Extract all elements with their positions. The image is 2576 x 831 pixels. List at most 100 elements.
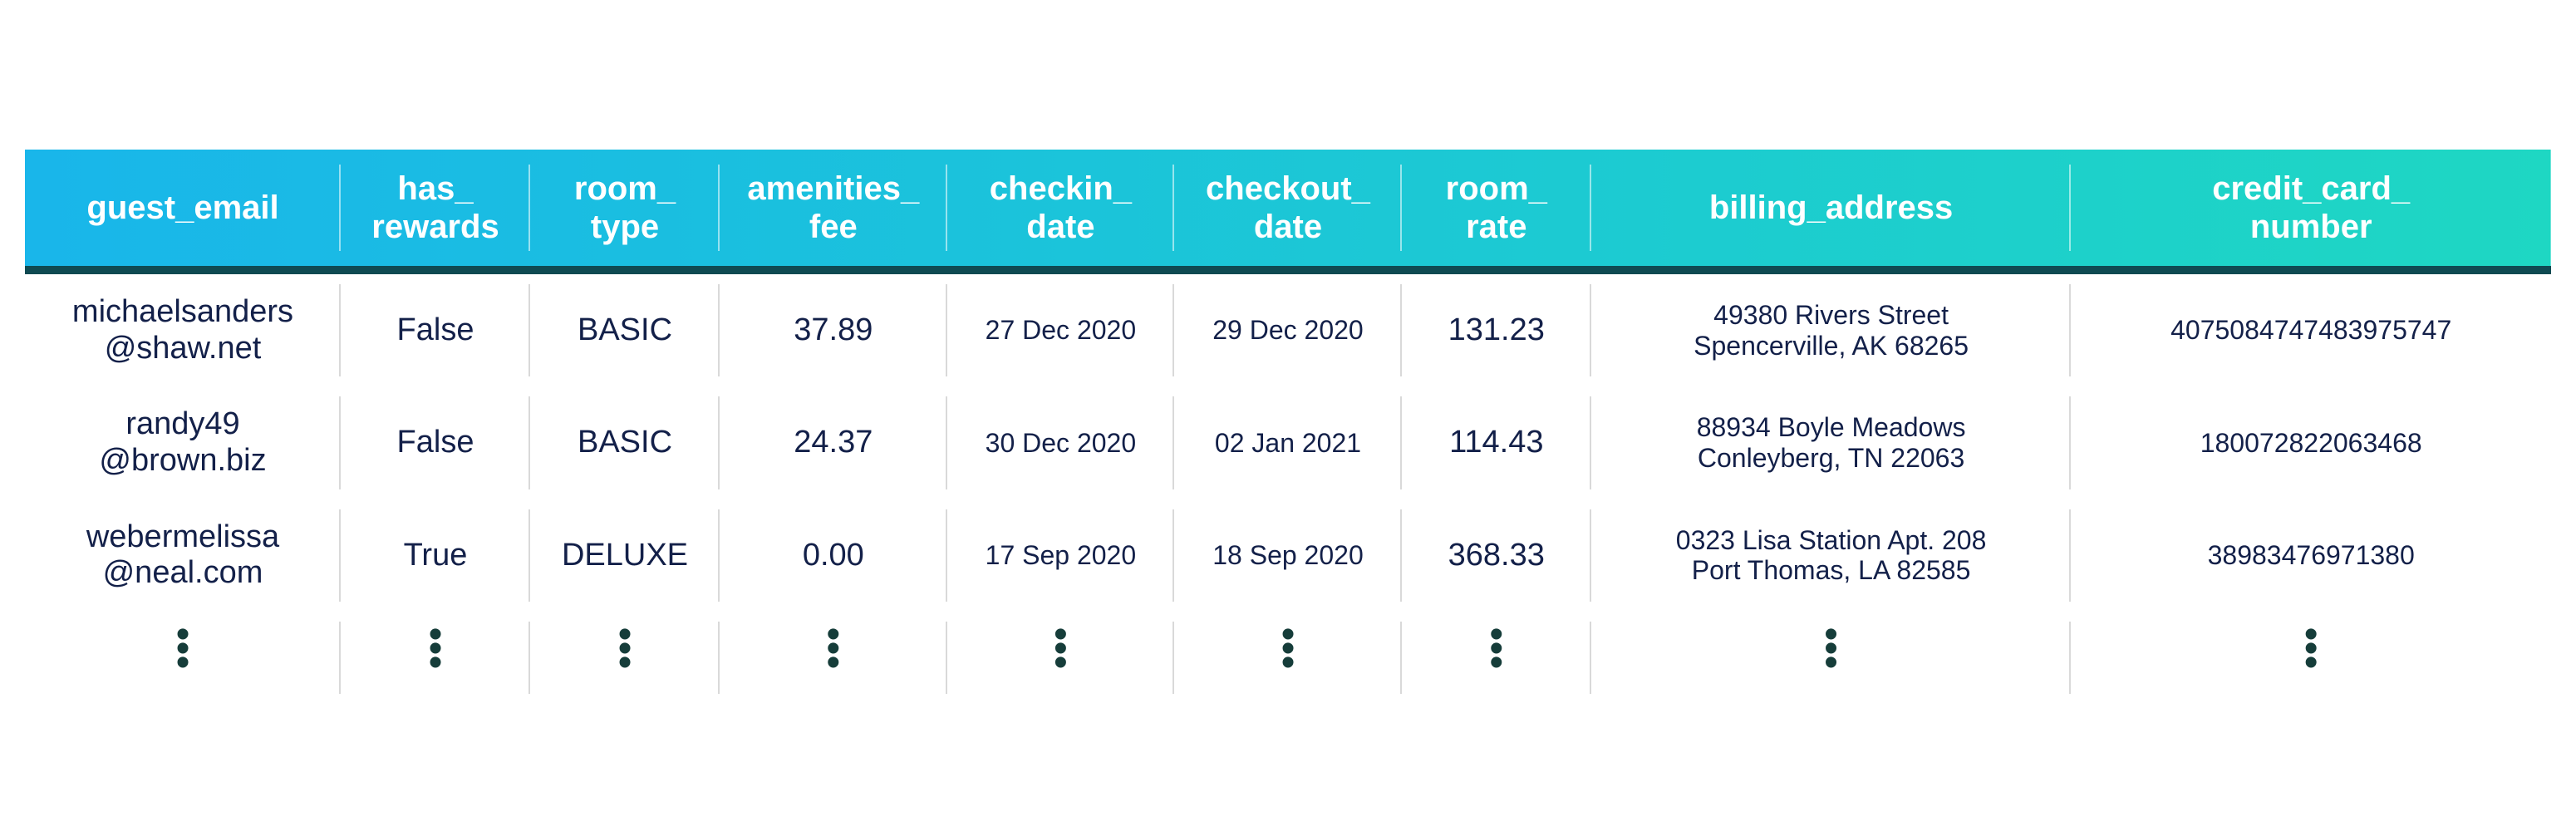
col-header-label: number <box>2077 208 2544 246</box>
cell-text: BASIC <box>578 312 672 347</box>
cell-billing_address: 49380 Rivers StreetSpencerville, AK 6826… <box>1591 274 2072 386</box>
col-header-billing_address: billing_address <box>1591 150 2072 266</box>
table-row: michaelsanders@shaw.net False BASIC 37.89 27… <box>25 274 2551 386</box>
col-header-room_rate: room_rate <box>1402 150 1591 266</box>
col-header-room_type: room_type <box>530 150 720 266</box>
ellipsis-cell: ••• <box>530 612 720 703</box>
col-header-checkout_date: checkout_date <box>1174 150 1402 266</box>
cell-text: 17 Sep 2020 <box>986 540 1137 570</box>
cell-has_rewards: False <box>341 274 530 386</box>
cell-checkout_date: 02 Jan 2021 <box>1174 386 1402 499</box>
col-header-credit_card_number: credit_card_number <box>2071 150 2551 266</box>
cell-guest_email: webermelissa@neal.com <box>25 499 341 612</box>
table-row: webermelissa@neal.com True DELUXE 0.00 17 Se… <box>25 499 2551 612</box>
vertical-ellipsis-icon: • <box>728 656 939 671</box>
cell-text: webermelissa <box>33 519 332 556</box>
cell-room_rate: 368.33 <box>1402 499 1591 612</box>
ellipsis-row: ••••••••••••••••••••••••••• <box>25 612 2551 703</box>
cell-text: 114.43 <box>1449 425 1543 460</box>
cell-credit_card_number: 4075084747483975747 <box>2071 274 2551 386</box>
cell-text: Port Thomas, LA 82585 <box>1600 555 2063 586</box>
cell-checkout_date: 29 Dec 2020 <box>1174 274 1402 386</box>
cell-text: True <box>404 538 468 573</box>
table-header-row: guest_emailhas_rewardsroom_typeamenities… <box>25 150 2551 266</box>
col-header-label: room_ <box>537 170 713 208</box>
cell-text: Spencerville, AK 68265 <box>1600 331 2063 361</box>
col-header-label: checkout_ <box>1181 170 1395 208</box>
cell-text: 27 Dec 2020 <box>986 315 1136 345</box>
cell-billing_address: 0323 Lisa Station Apt. 208Port Thomas, L… <box>1591 499 2072 612</box>
cell-billing_address: 88934 Boyle MeadowsConleyberg, TN 22063 <box>1591 386 2072 499</box>
data-table: guest_emailhas_rewardsroom_typeamenities… <box>25 150 2551 704</box>
cell-text: 24.37 <box>794 425 873 460</box>
cell-text: 30 Dec 2020 <box>986 428 1136 458</box>
cell-has_rewards: False <box>341 386 530 499</box>
cell-text: False <box>397 312 474 347</box>
vertical-ellipsis-icon: • <box>1600 656 2063 671</box>
vertical-ellipsis-icon: • <box>2079 656 2543 671</box>
cell-text: 49380 Rivers Street <box>1600 300 2063 331</box>
vertical-ellipsis-icon: • <box>33 656 332 671</box>
vertical-ellipsis-icon: • <box>349 656 522 671</box>
cell-text: False <box>397 425 474 460</box>
cell-text: @brown.biz <box>33 443 332 479</box>
cell-text: 02 Jan 2021 <box>1215 428 1361 458</box>
col-header-checkin_date: checkin_date <box>947 150 1175 266</box>
table-row: randy49@brown.biz False BASIC 24.37 30 Dec 2… <box>25 386 2551 499</box>
cell-text: 18 Sep 2020 <box>1212 540 1364 570</box>
cell-amenities_fee: 37.89 <box>720 274 947 386</box>
cell-text: 368.33 <box>1448 538 1545 573</box>
col-header-label: guest_email <box>32 189 334 227</box>
col-header-amenities_fee: amenities_fee <box>720 150 947 266</box>
ellipsis-cell: ••• <box>1174 612 1402 703</box>
vertical-ellipsis-icon: • <box>1182 656 1394 671</box>
ellipsis-cell: ••• <box>1402 612 1591 703</box>
vertical-ellipsis-icon: • <box>956 656 1167 671</box>
col-header-label: checkin_ <box>954 170 1168 208</box>
col-header-label: rate <box>1408 208 1585 246</box>
col-header-label: amenities_ <box>726 170 941 208</box>
vertical-ellipsis-icon: • <box>1410 656 1583 671</box>
col-header-label: has_ <box>347 170 524 208</box>
table-container: guest_emailhas_rewardsroom_typeamenities… <box>0 0 2576 704</box>
col-header-label: date <box>954 208 1168 246</box>
cell-checkin_date: 27 Dec 2020 <box>947 274 1175 386</box>
cell-text: 29 Dec 2020 <box>1212 315 1363 345</box>
col-header-label: date <box>1181 208 1395 246</box>
col-header-label: rewards <box>347 208 524 246</box>
col-header-has_rewards: has_rewards <box>341 150 530 266</box>
cell-room_rate: 131.23 <box>1402 274 1591 386</box>
ellipsis-cell: ••• <box>341 612 530 703</box>
ellipsis-cell: ••• <box>25 612 341 703</box>
cell-room_type: BASIC <box>530 386 720 499</box>
cell-text: 38983476971380 <box>2208 540 2415 570</box>
ellipsis-cell: ••• <box>1591 612 2072 703</box>
cell-amenities_fee: 0.00 <box>720 499 947 612</box>
col-header-label: credit_card_ <box>2077 170 2544 208</box>
cell-room_type: BASIC <box>530 274 720 386</box>
ellipsis-cell: ••• <box>720 612 947 703</box>
cell-text: 0323 Lisa Station Apt. 208 <box>1600 525 2063 556</box>
col-header-guest_email: guest_email <box>25 150 341 266</box>
ellipsis-cell: ••• <box>947 612 1175 703</box>
col-header-label: room_ <box>1408 170 1585 208</box>
cell-text: 88934 Boyle Meadows <box>1600 412 2063 443</box>
cell-text: 4075084747483975747 <box>2170 315 2451 345</box>
cell-room_rate: 114.43 <box>1402 386 1591 499</box>
ellipsis-cell: ••• <box>2071 612 2551 703</box>
cell-credit_card_number: 38983476971380 <box>2071 499 2551 612</box>
cell-text: randy49 <box>33 406 332 443</box>
header-underline <box>25 266 2551 274</box>
cell-text: BASIC <box>578 425 672 460</box>
cell-text: DELUXE <box>562 538 688 573</box>
vertical-ellipsis-icon: • <box>538 656 711 671</box>
cell-text: 131.23 <box>1448 312 1545 347</box>
cell-guest_email: michaelsanders@shaw.net <box>25 274 341 386</box>
cell-guest_email: randy49@brown.biz <box>25 386 341 499</box>
cell-checkin_date: 17 Sep 2020 <box>947 499 1175 612</box>
cell-room_type: DELUXE <box>530 499 720 612</box>
cell-text: 37.89 <box>794 312 873 347</box>
cell-credit_card_number: 180072822063468 <box>2071 386 2551 499</box>
col-header-label: fee <box>726 208 941 246</box>
cell-has_rewards: True <box>341 499 530 612</box>
